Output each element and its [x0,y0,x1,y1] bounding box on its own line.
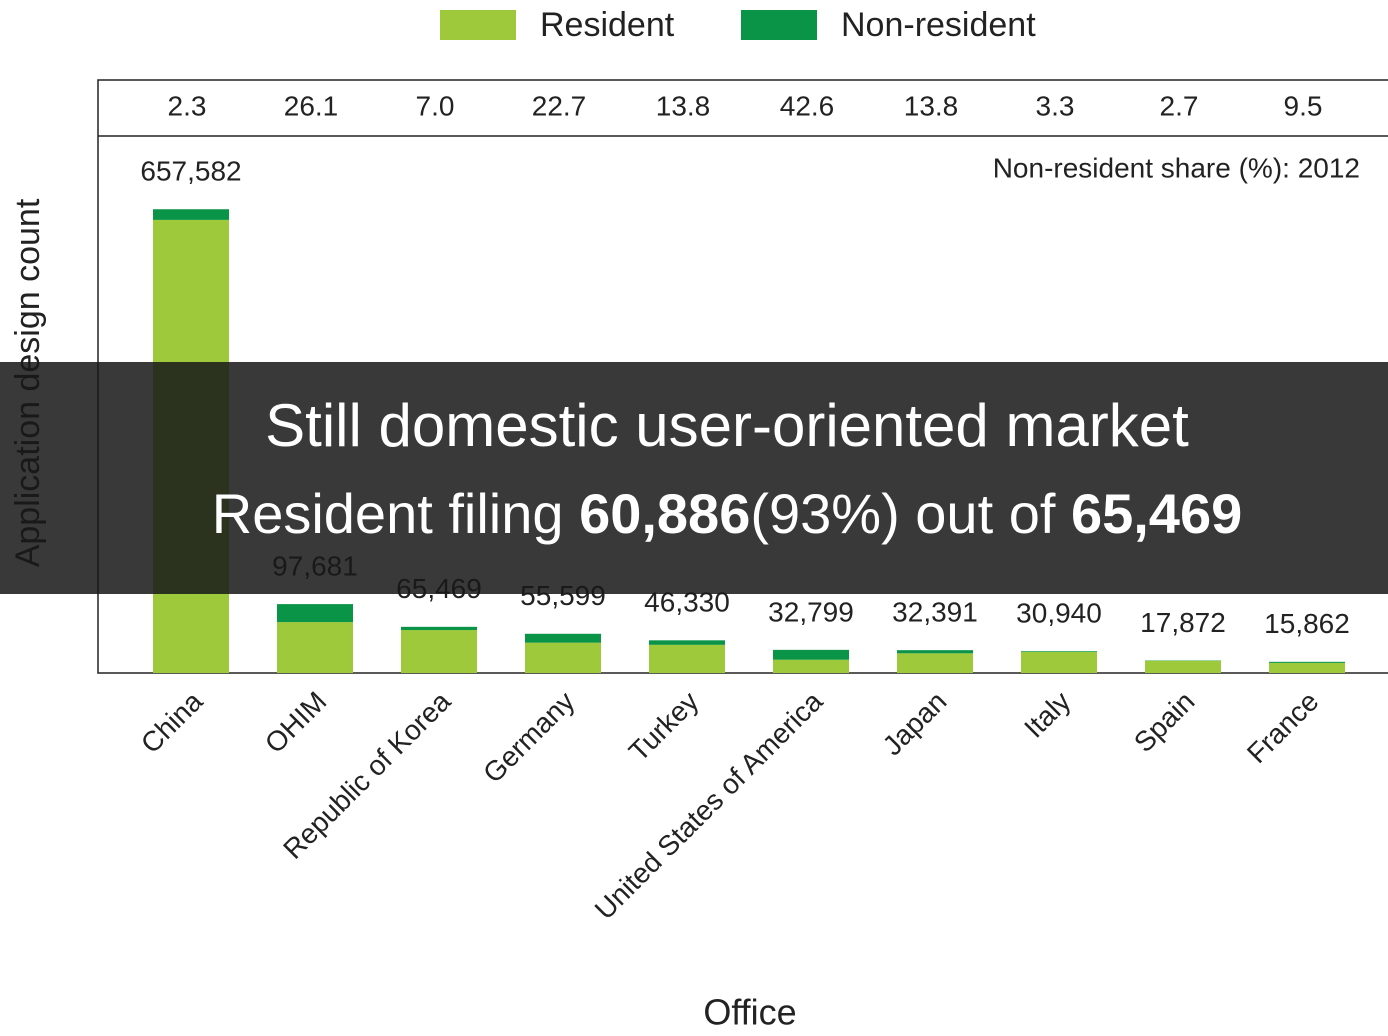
share-label: 3.3 [1036,90,1075,121]
total-label: 17,872 [1140,607,1226,638]
share-title: Non-resident share (%): 2012 [993,152,1360,183]
bar-segment [525,633,601,643]
share-label: 2.3 [168,90,207,121]
share-label: 22.7 [532,90,587,121]
overlay: Still domestic user-oriented market Resi… [0,362,1388,594]
overlay-line1: Still domestic user-oriented market [265,392,1189,459]
x-tick-label: Italy [1018,686,1076,744]
bar-segment [1145,660,1221,673]
overlay-text: (93%) out of [750,482,1071,545]
share-label: 13.8 [656,90,711,121]
share-label: 42.6 [780,90,835,121]
bar-segment [773,649,849,660]
x-tick-label: China [135,685,209,759]
bar-segment [897,653,973,673]
x-tick-label: France [1241,686,1325,770]
total-label: 15,862 [1264,608,1350,639]
share-label: 2.7 [1160,90,1199,121]
bar-segment [525,642,601,673]
bar-segment [1269,662,1345,673]
legend-swatch [440,10,516,40]
total-label: 32,799 [768,596,854,627]
bar-segment [773,659,849,673]
bar-segment [153,209,229,220]
overlay-number: 60,886 [579,482,750,545]
overlay-text: Resident filing [212,482,579,545]
legend-label: Resident [540,6,675,44]
bar-segment [277,622,353,673]
overlay-banner [0,362,1388,594]
legend-label: Non-resident [841,6,1036,44]
x-tick-label: Germany [477,686,580,789]
bar-segment [277,604,353,623]
share-label: 26.1 [284,90,339,121]
bar-segment [1021,651,1097,652]
bar-segment [1021,651,1097,673]
total-label: 657,582 [140,156,241,187]
bar-segment [401,626,477,631]
overlay-line2: Resident filing 60,886(93%) out of 65,46… [212,482,1242,545]
total-label: 30,940 [1016,598,1102,629]
legend-swatch [741,10,817,40]
x-tick-label: United States of America [589,685,829,925]
x-tick-label: OHIM [259,686,333,760]
bar-segment [897,650,973,654]
bar-segment [401,630,477,673]
x-tick-label: Spain [1128,686,1201,759]
share-label: 13.8 [904,90,959,121]
x-tick-label: Turkey [623,686,705,768]
x-axis-label: Office [703,992,796,1033]
total-label: 32,391 [892,597,978,628]
overlay-number: 65,469 [1071,482,1242,545]
share-label: 7.0 [416,90,455,121]
bar-segment [649,644,725,673]
bar-segment [649,640,725,645]
x-tick-label: Japan [877,686,953,762]
bar-segment [1269,661,1345,663]
share-label: 9.5 [1284,90,1323,121]
